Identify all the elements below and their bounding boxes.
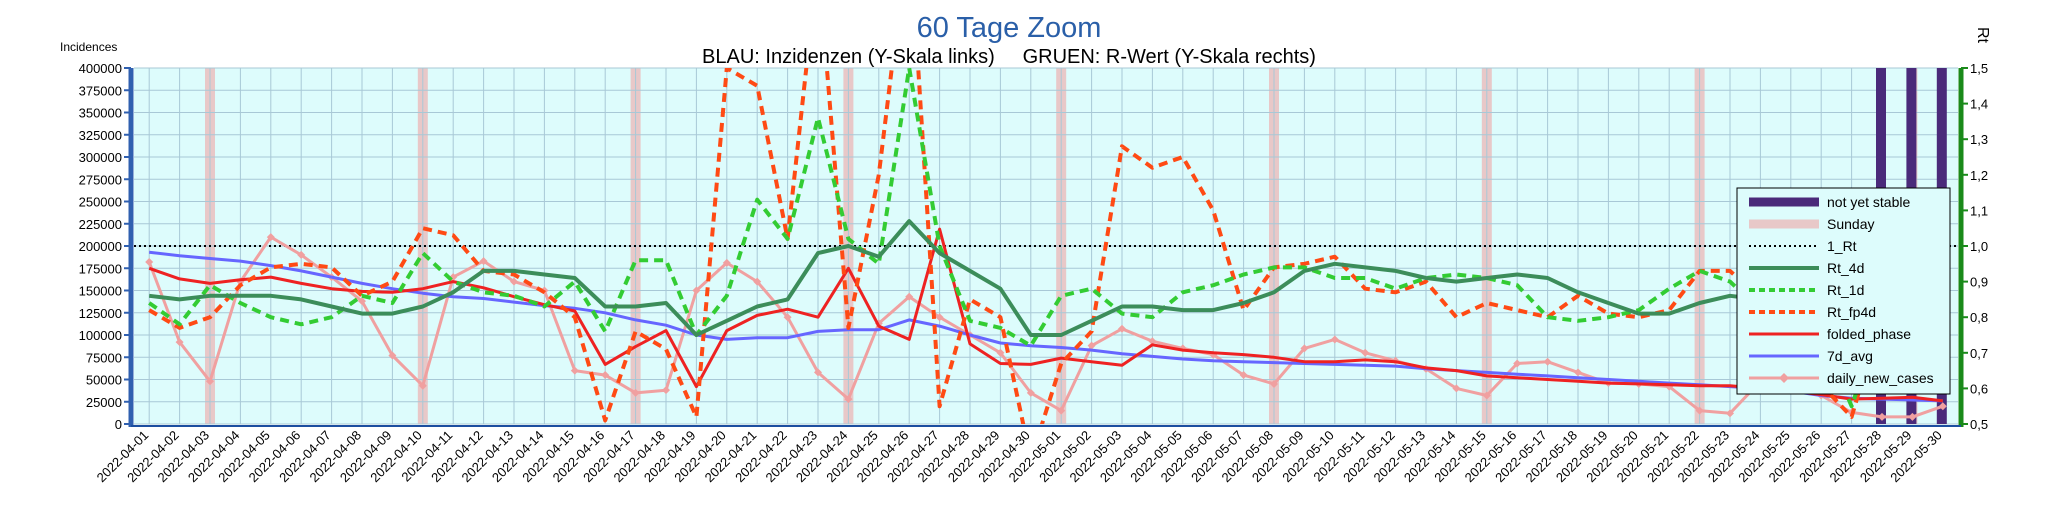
daily-new-cases-point xyxy=(1026,388,1035,397)
left-tick-label: 300000 xyxy=(79,150,122,165)
chart-subtitle: BLAU: Inzidenzen (Y-Skala links) GRUEN: … xyxy=(702,46,1316,68)
daily-new-cases-point xyxy=(1726,409,1734,418)
daily-new-cases-point xyxy=(935,313,944,322)
legend-swatch-marker xyxy=(1779,373,1789,383)
daily-new-cases-point xyxy=(905,292,914,301)
daily-new-cases-point xyxy=(266,233,275,242)
daily-new-cases-point xyxy=(753,277,762,286)
daily-new-cases-point xyxy=(206,377,214,386)
right-tick-label: 1,2 xyxy=(1970,168,1988,183)
right-tick-label: 1,5 xyxy=(1970,61,1988,76)
left-axis-label: Incidences xyxy=(60,40,117,54)
daily-new-cases-point xyxy=(1543,357,1552,366)
daily-new-cases-point xyxy=(814,368,822,377)
daily-new-cases-point xyxy=(358,297,366,306)
daily-new-cases-point xyxy=(662,386,670,395)
legend: not yet stable Sunday 1_Rt Rt_4d Rt_1d Rt_fp4… xyxy=(1736,187,1951,395)
chart-title: 60 Tage Zoom xyxy=(917,12,1102,44)
daily-new-cases-point xyxy=(1118,324,1126,333)
left-tick-label: 0 xyxy=(115,417,122,432)
left-tick-label: 250000 xyxy=(79,195,122,210)
daily-new-cases-point xyxy=(1695,406,1704,415)
daily-new-cases-point xyxy=(1087,341,1096,350)
left-tick-label: 25000 xyxy=(86,395,122,410)
daily-new-cases-point xyxy=(1513,359,1522,368)
daily-new-cases-point xyxy=(297,250,306,259)
right-tick-label: 1,1 xyxy=(1970,203,1988,218)
legend-label: Rt_4d xyxy=(1827,260,1864,276)
daily-new-cases-point xyxy=(1057,406,1066,415)
legend-label: folded_phase xyxy=(1827,326,1911,342)
left-tick-label: 75000 xyxy=(86,350,122,365)
legend-label: Rt_fp4d xyxy=(1827,304,1876,320)
daily-new-cases-point xyxy=(388,351,397,360)
left-tick-label: 325000 xyxy=(79,128,122,143)
daily-new-cases-point xyxy=(722,258,731,267)
daily-new-cases-point xyxy=(1878,412,1886,421)
daily-new-cases-point xyxy=(783,313,792,322)
daily-new-cases-point xyxy=(510,277,518,286)
daily-new-cases-point xyxy=(570,366,579,375)
daily-new-cases-point xyxy=(1482,391,1491,400)
right-tick-label: 1,3 xyxy=(1970,132,1988,147)
daily-new-cases-point xyxy=(601,371,610,380)
legend-label: Sunday xyxy=(1827,216,1874,232)
daily-new-cases-point xyxy=(1148,337,1157,346)
right-tick-label: 0,9 xyxy=(1970,275,1988,290)
daily-new-cases-point xyxy=(1270,379,1278,388)
right-tick-label: 0,5 xyxy=(1970,417,1988,432)
left-tick-label: 275000 xyxy=(79,172,122,187)
daily-new-cases-point xyxy=(1239,371,1248,380)
daily-new-cases-point xyxy=(1574,368,1582,377)
left-tick-label: 400000 xyxy=(79,61,122,76)
right-tick-label: 0,8 xyxy=(1970,310,1988,325)
series-line-rt-fp4d xyxy=(148,68,1945,424)
daily-new-cases-point xyxy=(631,388,640,397)
left-tick-label: 125000 xyxy=(79,306,122,321)
right-tick-label: 1,0 xyxy=(1970,239,1988,254)
left-tick-label: 350000 xyxy=(79,106,122,121)
daily-new-cases-point xyxy=(418,381,427,390)
right-tick-label: 0,7 xyxy=(1970,346,1988,361)
left-tick-label: 225000 xyxy=(79,217,122,232)
right-tick-label: 1,4 xyxy=(1970,97,1988,112)
left-tick-label: 175000 xyxy=(79,261,122,276)
daily-new-cases-point xyxy=(844,395,853,404)
left-tick-label: 150000 xyxy=(79,284,122,299)
series-line-rt-4d xyxy=(148,219,1945,366)
daily-new-cases-point xyxy=(692,286,701,295)
legend-label: 1_Rt xyxy=(1827,238,1857,254)
daily-new-cases-point xyxy=(996,348,1005,357)
legend-label: daily_new_cases xyxy=(1827,370,1934,386)
right-axis-label: Rt xyxy=(1974,27,1991,44)
daily-new-cases-point xyxy=(479,257,488,266)
legend-label: Rt_1d xyxy=(1827,282,1864,298)
daily-new-cases-point xyxy=(1330,335,1339,344)
daily-new-cases-point xyxy=(145,258,154,267)
left-tick-label: 50000 xyxy=(86,373,122,388)
series-line-folded-phase xyxy=(148,227,1943,403)
left-tick-label: 375000 xyxy=(79,83,122,98)
daily-new-cases-point xyxy=(1300,344,1309,353)
left-tick-label: 100000 xyxy=(79,328,122,343)
daily-new-cases-point xyxy=(1908,412,1917,421)
daily-new-cases-point xyxy=(1938,402,1947,411)
plot-area: 0 25000 50000 75000 100000 125000 150000 175000… xyxy=(79,61,1988,485)
series-line-rt-1d xyxy=(148,68,1945,409)
legend-label: 7d_avg xyxy=(1827,348,1873,364)
right-tick-label: 0,6 xyxy=(1970,381,1988,396)
daily-new-cases-point xyxy=(175,338,184,347)
daily-new-cases-point xyxy=(1452,384,1461,393)
left-tick-label: 200000 xyxy=(79,239,122,254)
daily-new-cases-point xyxy=(1361,348,1370,357)
legend-label: not yet stable xyxy=(1827,194,1910,210)
